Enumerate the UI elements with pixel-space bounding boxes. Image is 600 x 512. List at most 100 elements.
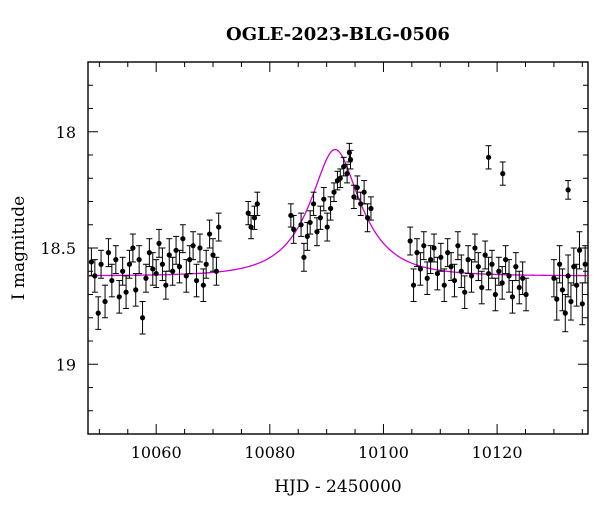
data-point [153,270,159,277]
data-point [245,210,251,216]
data-point [448,264,454,270]
data-point [298,222,304,228]
data-point [180,236,186,242]
data-point [98,261,104,267]
data-point [346,150,352,156]
data-point [554,296,560,302]
data-point [310,201,317,207]
data-point [170,268,176,274]
data-point [321,196,327,202]
data-point [102,298,108,305]
data-point [434,270,441,277]
data-point [156,240,162,246]
data-point [568,298,574,305]
data-point [324,224,330,230]
data-point [513,264,519,270]
data-point [213,268,220,274]
data-point [565,187,571,193]
data-point [559,287,566,293]
data-point [341,164,347,170]
model-curve [87,148,588,277]
data-point [407,238,413,244]
y-tick-label: 18.5 [40,239,76,258]
data-point [582,261,588,267]
y-tick-label: 19 [56,355,76,374]
chart-title: OGLE-2023-BLG-0506 [226,24,450,45]
data-point [173,247,179,253]
data-point [414,250,420,256]
data-point [159,261,166,267]
data-point [200,282,206,288]
data-point [496,268,502,274]
data-point [445,250,451,256]
data-point [455,243,461,249]
data-point [113,257,119,263]
data-point [358,201,364,207]
data-point [354,184,360,191]
data-point [291,226,297,232]
axis-ticks [88,61,588,435]
data-point [216,224,222,230]
data-point [88,259,95,265]
data-point [248,224,254,230]
data-point [410,282,417,288]
data-point [126,261,133,267]
data-point [368,205,374,212]
data-point [475,264,481,270]
data-point [576,247,583,253]
data-point [574,282,580,288]
data-point [105,250,112,256]
data-point [347,157,354,163]
data-point [485,154,492,160]
data-point [120,268,126,274]
x-tick-label: 10060 [131,443,182,462]
data-point [520,275,526,281]
data-point [428,257,434,263]
data-point [92,273,98,279]
data-point [503,257,509,263]
data-point [183,273,189,279]
data-point [571,264,577,270]
data-point [489,261,495,267]
data-point [462,289,468,295]
data-point [206,231,213,237]
data-point [485,270,492,277]
data-point [139,315,146,321]
data-point [556,261,563,267]
data-point [197,245,203,251]
data-point [438,254,444,260]
data-point [123,289,129,295]
data-point [251,215,258,221]
data-point [307,219,313,226]
data-point [424,275,430,281]
data-point [579,301,585,307]
data-point [317,215,323,221]
axis-tick-labels: 10060 10080 10100 10120 18 18.5 19 [40,123,522,462]
data-point [210,252,216,258]
plot-area [87,142,589,335]
data-point [304,233,310,239]
data-point [344,171,350,177]
data-point [492,291,498,298]
data-point [301,254,307,260]
data-point [109,277,115,284]
data-point [163,282,169,288]
data-point [441,282,447,288]
data-point [203,261,209,267]
data-point [166,252,172,258]
data-point [351,194,357,200]
data-point [133,287,139,293]
data-point [130,245,136,251]
data-point [328,205,334,212]
data-point [499,280,505,286]
data-point [190,243,196,249]
data-point [143,275,149,281]
data-point [523,291,529,298]
data-point [500,171,506,177]
data-point [116,294,122,300]
data-point [506,273,512,279]
data-point [193,277,200,284]
x-tick-label: 10080 [244,443,295,462]
data-point [562,310,568,316]
